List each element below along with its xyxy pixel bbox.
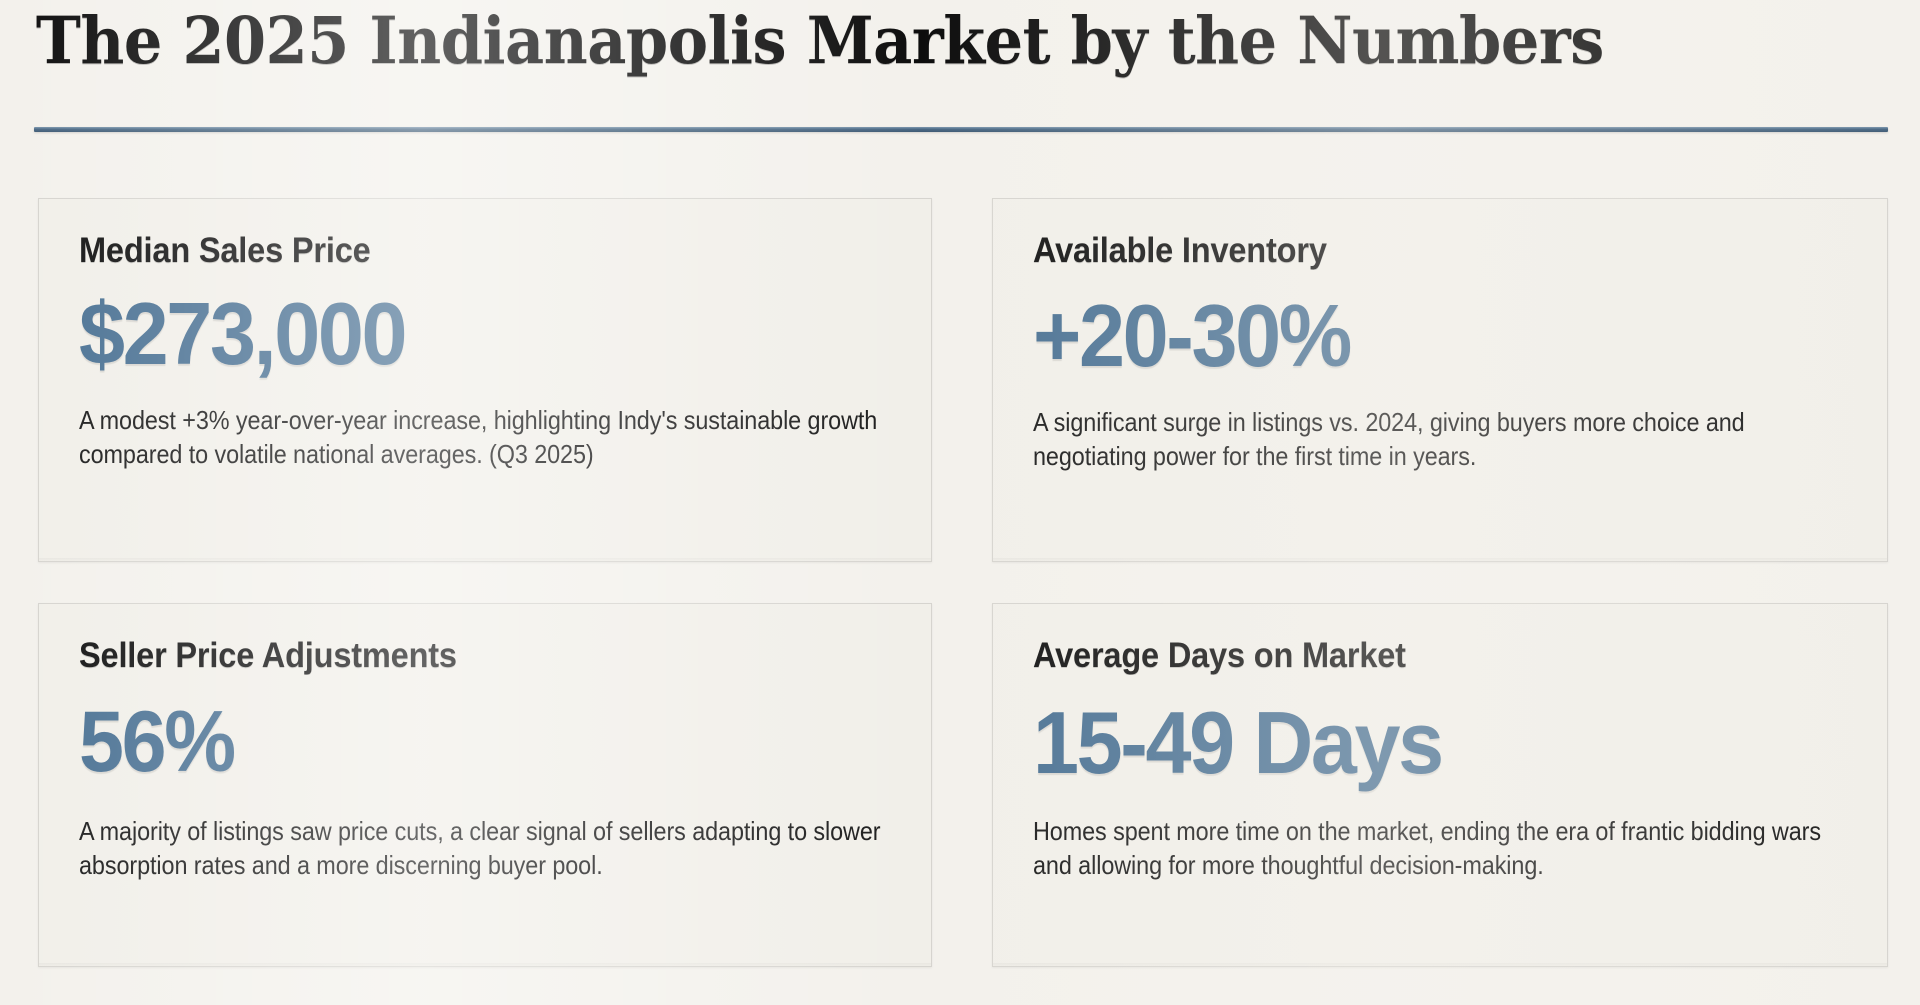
stat-card-label: Average Days on Market [1033,636,1406,675]
page-title: The 2025 Indianapolis Market by the Numb… [35,3,1604,79]
stat-card-value: +20-30% [1033,285,1352,385]
title-divider-rule [34,127,1888,132]
stat-card-value: $273,000 [79,283,408,383]
stat-card-value: 15-49 Days [1033,692,1444,792]
stats-grid: Median Sales Price $273,000 A modest +3%… [38,198,1888,967]
stat-card-description: A significant surge in listings vs. 2024… [1033,406,1745,471]
stat-card-available-inventory: Available Inventory +20-30% A significan… [992,198,1888,562]
stat-card-median-sales-price: Median Sales Price $273,000 A modest +3%… [38,198,932,562]
stat-card-value: 56% [79,693,236,790]
page-header: The 2025 Indianapolis Market by the Numb… [34,3,1888,132]
stat-card-label: Median Sales Price [79,231,371,270]
stat-card-average-days-on-market: Average Days on Market 15-49 Days Homes … [992,603,1888,967]
stat-card-description: Homes spent more time on the market, end… [1033,815,1821,880]
stat-card-description: A modest +3% year-over-year increase, hi… [79,404,878,469]
stat-card-seller-price-adjustments: Seller Price Adjustments 56% A majority … [38,603,932,967]
stat-card-label: Available Inventory [1033,231,1327,270]
stat-card-label: Seller Price Adjustments [79,636,457,675]
stat-card-description: A majority of listings saw price cuts, a… [79,815,881,880]
